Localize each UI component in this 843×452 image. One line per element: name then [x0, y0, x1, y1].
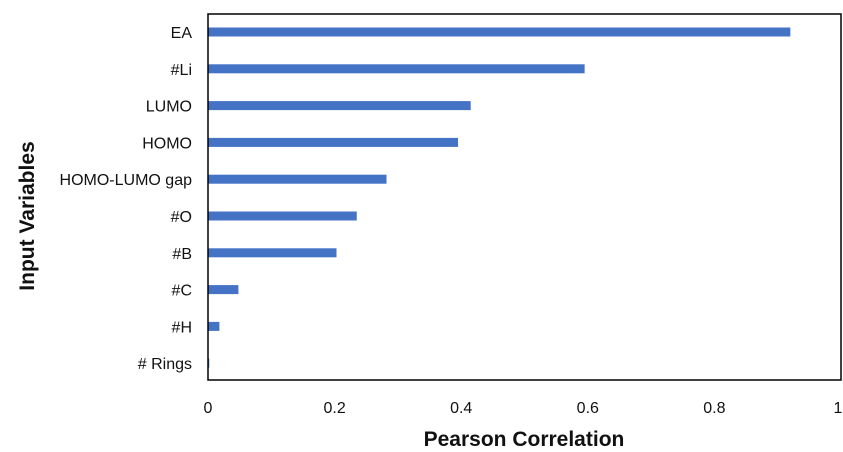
category-label-7: #C: [172, 283, 192, 300]
y-axis-title: Input Variables: [16, 141, 39, 290]
x-axis-title: Pearson Correlation: [424, 428, 625, 451]
bar-8: [208, 322, 219, 331]
category-label-6: #B: [172, 246, 192, 263]
category-label-1: #Li: [171, 62, 192, 79]
x-tick-label-0: 0: [204, 400, 213, 417]
x-tick-labels: 0 0.2 0.4 0.6 0.8 1: [204, 400, 843, 417]
bar-6: [208, 248, 336, 257]
category-label-8: #H: [172, 319, 192, 336]
category-label-4: HOMO-LUMO gap: [60, 172, 193, 189]
bars-layer: [208, 28, 790, 368]
category-label-3: HOMO: [142, 135, 192, 152]
bar-7: [208, 285, 238, 294]
x-tick-label-2: 0.4: [450, 400, 472, 417]
bar-5: [208, 212, 357, 221]
x-tick-label-5: 1: [834, 400, 843, 417]
x-tick-label-1: 0.2: [323, 400, 345, 417]
category-label-5: #O: [171, 209, 192, 226]
bar-4: [208, 175, 387, 184]
bar-0: [208, 28, 790, 37]
category-labels: EA #Li LUMO HOMO HOMO-LUMO gap #O #B #C #H # Ring…: [60, 25, 193, 373]
category-label-2: LUMO: [146, 99, 192, 116]
category-label-0: EA: [171, 25, 193, 42]
x-tick-label-4: 0.8: [703, 400, 725, 417]
x-tick-label-3: 0.6: [577, 400, 599, 417]
bar-1: [208, 64, 585, 73]
category-label-9: # Rings: [138, 356, 192, 373]
bar-3: [208, 138, 458, 147]
bar-2: [208, 101, 471, 110]
